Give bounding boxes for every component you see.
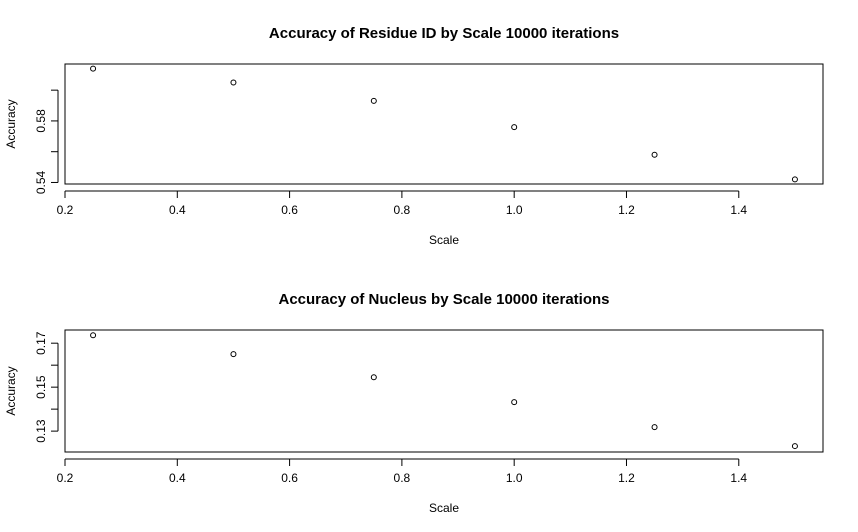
x-tick-label: 0.8	[394, 203, 411, 217]
plot-box	[64, 329, 824, 453]
point	[90, 332, 97, 339]
y-tick-label: 0.15	[34, 375, 48, 399]
point	[370, 97, 377, 104]
x-tick-label: 1.2	[618, 203, 635, 217]
x-tick-label: 0.6	[281, 471, 298, 485]
x-tick-label: 1.4	[730, 203, 747, 217]
y-tick-label: 0.58	[34, 109, 48, 133]
x-tick-label: 1.0	[506, 203, 523, 217]
x-axis-label: Scale	[429, 233, 459, 247]
x-tick-label: 0.4	[169, 203, 186, 217]
point	[230, 79, 237, 86]
point	[511, 124, 518, 131]
point	[90, 65, 97, 72]
point	[791, 443, 798, 450]
x-tick-label: 0.6	[281, 203, 298, 217]
y-tick-label: 0.17	[34, 331, 48, 355]
point	[791, 176, 798, 183]
point	[511, 399, 518, 406]
y-axis-label: Accuracy	[4, 366, 18, 415]
x-tick-label: 0.4	[169, 471, 186, 485]
point	[230, 351, 237, 358]
x-tick-label: 1.2	[618, 471, 635, 485]
point	[651, 424, 658, 431]
x-tick-label: 0.2	[57, 203, 74, 217]
x-tick-label: 1.0	[506, 471, 523, 485]
y-tick-label: 0.54	[34, 170, 48, 194]
x-tick-label: 1.4	[730, 471, 747, 485]
x-tick-label: 0.8	[394, 471, 411, 485]
chart-title: Accuracy of Nucleus by Scale 10000 itera…	[279, 291, 610, 308]
y-tick-label: 0.13	[34, 419, 48, 443]
point	[370, 374, 377, 381]
x-axis-label: Scale	[429, 501, 459, 515]
y-axis-label: Accuracy	[4, 99, 18, 148]
chart-title: Accuracy of Residue ID by Scale 10000 it…	[269, 25, 619, 42]
point	[651, 151, 658, 158]
x-tick-label: 0.2	[57, 471, 74, 485]
plot-box	[64, 63, 824, 185]
